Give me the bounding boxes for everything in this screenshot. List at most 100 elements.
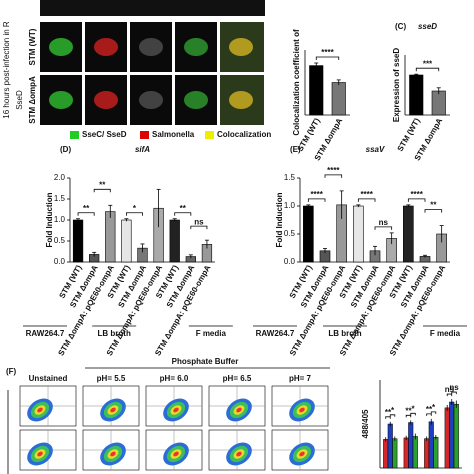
chart-title: sifA [135, 145, 150, 154]
sig-bracket [407, 198, 426, 202]
sig-label: ns [379, 218, 389, 227]
panel-label: (D) [60, 145, 71, 154]
sig-label: ns [194, 217, 204, 226]
density [173, 407, 179, 413]
legend-swatch [205, 131, 214, 139]
bar [449, 401, 455, 469]
cell [139, 91, 163, 109]
sig-bracket [385, 416, 391, 419]
sig-bracket [190, 225, 208, 230]
cell [229, 91, 253, 109]
sig-label: **** [321, 48, 334, 57]
sig-bracket [426, 413, 432, 416]
sig-label: **** [410, 190, 423, 199]
sig-label: *** [423, 59, 433, 68]
sig-label: ns [445, 385, 455, 394]
bar [412, 436, 418, 469]
bar [424, 438, 430, 469]
y-tick-label: 1.5 [54, 194, 66, 203]
sig-label: * [133, 204, 137, 213]
bar [403, 437, 409, 469]
sig-label: * [411, 404, 415, 413]
row-label: STM (WT) [28, 28, 37, 65]
y-tick-label: 1.0 [284, 201, 296, 210]
y-axis-title: Expression of sseD [392, 48, 401, 122]
y-axis-title: Fold Induction [275, 192, 284, 247]
sig-bracket [430, 411, 437, 414]
density [37, 407, 43, 413]
sig-label: ** [83, 204, 90, 213]
density [299, 407, 305, 413]
legend-label: Salmonella [152, 130, 195, 139]
sig-label: **** [360, 190, 373, 199]
y-axis-title: 488/405 [361, 409, 370, 438]
cell [184, 91, 208, 109]
sig-bracket [451, 391, 457, 395]
density [110, 451, 116, 457]
sig-bracket [77, 212, 95, 216]
sig-bracket [315, 56, 340, 60]
sig-bracket [93, 188, 111, 193]
group-label: LB broth [328, 329, 361, 338]
legend-label: Colocalization [217, 130, 271, 139]
group-label: RAW264.7 [26, 329, 65, 338]
group-label: LB broth [98, 329, 131, 338]
sig-label: ** [430, 201, 437, 210]
bar [353, 205, 364, 263]
sig-label: ns [449, 383, 459, 392]
legend-swatch [140, 131, 149, 139]
sig-bracket [410, 412, 416, 416]
bar [403, 205, 414, 263]
y-axis-title: Fold Induction [45, 192, 54, 247]
bar [309, 65, 324, 116]
sig-label: * [432, 403, 436, 412]
bar [105, 211, 116, 263]
bar [428, 421, 434, 469]
bar [433, 436, 439, 469]
bar [444, 407, 450, 469]
bar [453, 403, 459, 469]
sig-bracket [125, 212, 143, 216]
flow-title: Phosphate Buffer [172, 357, 239, 366]
cell [49, 91, 73, 109]
legend-swatch [70, 131, 79, 139]
bar [331, 82, 346, 116]
density [110, 407, 116, 413]
y-tick-label: 0.0 [54, 257, 66, 266]
column-label: pH= 5.5 [97, 374, 126, 383]
cell [184, 38, 208, 56]
bar [408, 422, 414, 469]
side-label: 16 hours post-infection in R [2, 21, 11, 119]
cell [139, 38, 163, 56]
bar [431, 90, 446, 116]
density [173, 451, 179, 457]
bar [72, 219, 84, 263]
sig-bracket [405, 414, 412, 418]
legend-label: SseC/ SseD [82, 130, 127, 139]
density [299, 451, 305, 457]
sig-label: ** [426, 405, 433, 414]
cell [94, 91, 118, 109]
sig-label: ** [99, 180, 106, 189]
group-label: RAW264.7 [256, 329, 295, 338]
column-label: pH= 7 [289, 374, 312, 383]
sig-bracket [415, 67, 440, 72]
bar [121, 219, 132, 263]
bar [303, 205, 314, 263]
row-label: STM ΔompA [28, 76, 37, 124]
sig-bracket [389, 414, 396, 417]
density [236, 451, 242, 457]
sig-bracket [174, 212, 192, 216]
y-tick-label: 0.5 [284, 229, 296, 238]
chart-title: sseD [418, 22, 437, 31]
column-label: Unstained [29, 374, 68, 383]
sig-label: * [391, 406, 395, 415]
chart-title: ssaV [366, 145, 385, 154]
sig-label: ** [385, 408, 392, 417]
y-tick-label: 1.5 [284, 173, 296, 182]
y-tick-label: 0.0 [284, 257, 296, 266]
panel-label: (E) [290, 145, 301, 154]
bar [392, 438, 398, 469]
panel-label: (C) [395, 22, 406, 31]
